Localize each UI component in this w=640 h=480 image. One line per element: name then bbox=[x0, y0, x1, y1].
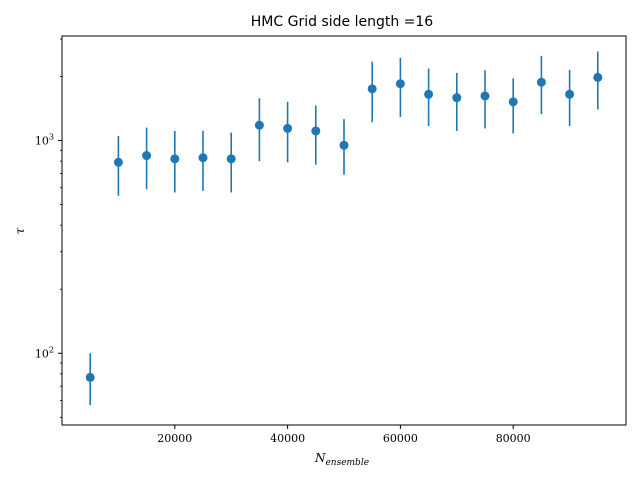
plot-frame bbox=[61, 35, 627, 426]
data-point bbox=[339, 140, 349, 150]
x-tick-label: 40000 bbox=[270, 432, 305, 445]
x-tick-label: 20000 bbox=[157, 432, 192, 445]
y-axis-label: τ bbox=[13, 227, 27, 234]
y-tick-label: 102 bbox=[35, 345, 54, 360]
data-point bbox=[424, 89, 434, 99]
x-axis: 20000 40000 60000 80000 bbox=[157, 425, 531, 445]
data-point bbox=[113, 157, 123, 167]
data-point bbox=[283, 123, 293, 133]
data-point bbox=[593, 72, 603, 82]
x-axis-label: Nensemble bbox=[314, 451, 369, 468]
data-point bbox=[395, 79, 405, 89]
data-point bbox=[226, 154, 236, 164]
data-point bbox=[565, 89, 575, 99]
data-point bbox=[142, 151, 152, 161]
y-axis: 102 103 bbox=[35, 38, 62, 418]
data-point bbox=[254, 120, 264, 130]
data-point bbox=[85, 372, 95, 382]
data-point bbox=[452, 93, 462, 103]
data-point bbox=[311, 126, 321, 136]
data-series bbox=[85, 51, 603, 406]
data-point bbox=[508, 97, 518, 107]
x-tick-label: 60000 bbox=[383, 432, 418, 445]
data-point bbox=[536, 77, 546, 87]
chart-title: HMC Grid side length =16 bbox=[251, 14, 434, 30]
data-point bbox=[170, 154, 180, 164]
y-tick-label: 103 bbox=[35, 133, 54, 148]
x-tick-label: 80000 bbox=[496, 432, 531, 445]
data-point bbox=[480, 91, 490, 101]
data-point bbox=[198, 153, 208, 163]
data-point bbox=[367, 84, 377, 94]
